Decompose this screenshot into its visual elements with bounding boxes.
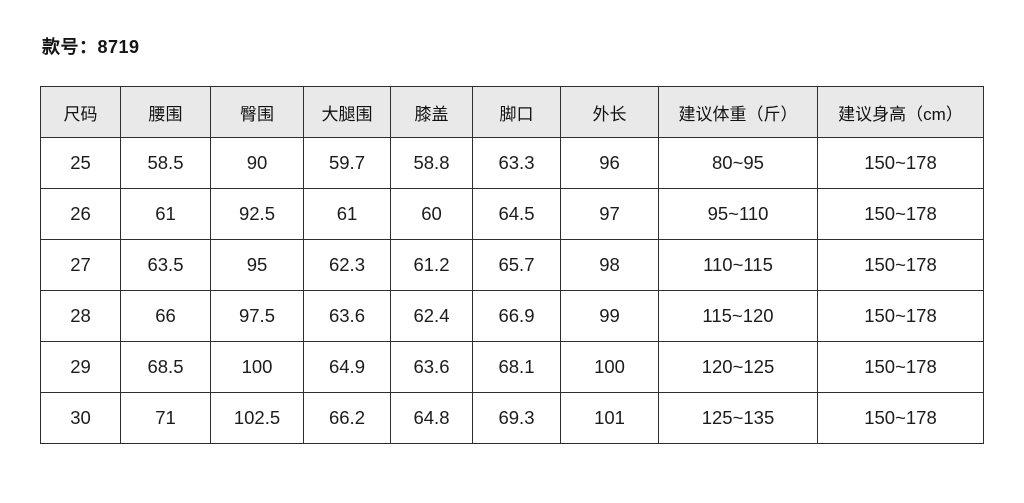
table-cell: 97.5 (210, 290, 304, 342)
table-cell: 63.6 (390, 341, 473, 393)
table-cell: 95 (210, 239, 304, 291)
table-cell: 125~135 (658, 392, 818, 444)
size-chart-table: 尺码 腰围 臀围 大腿围 膝盖 脚口 外长 建议体重（斤） 建议身高（cm） 25 58.5 90 5… (40, 86, 984, 444)
table-cell: 150~178 (817, 188, 984, 240)
table-cell: 29 (40, 341, 121, 393)
column-header: 腰围 (120, 86, 211, 138)
table-cell: 96 (560, 137, 659, 189)
table-cell: 99 (560, 290, 659, 342)
table-cell: 150~178 (817, 137, 984, 189)
column-header: 臀围 (210, 86, 304, 138)
column-header: 建议体重（斤） (658, 86, 818, 138)
page-title: 款号：8719 (42, 37, 140, 57)
table-cell: 27 (40, 239, 121, 291)
column-header: 建议身高（cm） (817, 86, 984, 138)
table-cell: 115~120 (658, 290, 818, 342)
table-cell: 150~178 (817, 290, 984, 342)
table-cell: 110~115 (658, 239, 818, 291)
table-cell: 58.8 (390, 137, 473, 189)
table-cell: 28 (40, 290, 121, 342)
table-cell: 63.5 (120, 239, 211, 291)
table-cell: 120~125 (658, 341, 818, 393)
header-row: 尺码 腰围 臀围 大腿围 膝盖 脚口 外长 建议体重（斤） 建议身高（cm） (40, 86, 984, 138)
column-header: 大腿围 (303, 86, 391, 138)
table-cell: 66.9 (472, 290, 561, 342)
table-cell: 66 (120, 290, 211, 342)
table-cell: 100 (210, 341, 304, 393)
table-cell: 68.5 (120, 341, 211, 393)
column-header: 膝盖 (390, 86, 473, 138)
table-cell: 26 (40, 188, 121, 240)
table-cell: 69.3 (472, 392, 561, 444)
table-cell: 150~178 (817, 239, 984, 291)
table-cell: 66.2 (303, 392, 391, 444)
table-cell: 59.7 (303, 137, 391, 189)
table-cell: 98 (560, 239, 659, 291)
table-cell: 64.9 (303, 341, 391, 393)
table-cell: 64.8 (390, 392, 473, 444)
table-cell: 150~178 (817, 341, 984, 393)
column-header: 外长 (560, 86, 659, 138)
column-header: 尺码 (40, 86, 121, 138)
table-cell: 92.5 (210, 188, 304, 240)
table-cell: 64.5 (472, 188, 561, 240)
table-cell: 80~95 (658, 137, 818, 189)
table-cell: 71 (120, 392, 211, 444)
table-cell: 102.5 (210, 392, 304, 444)
table-cell: 101 (560, 392, 659, 444)
table-cell: 61.2 (390, 239, 473, 291)
table-cell: 65.7 (472, 239, 561, 291)
table-cell: 61 (303, 188, 391, 240)
table-cell: 63.3 (472, 137, 561, 189)
table-cell: 68.1 (472, 341, 561, 393)
table-body: 25 58.5 90 59.7 58.8 63.3 96 80~95 150~178 26 61 92… (40, 137, 984, 444)
table-cell: 58.5 (120, 137, 211, 189)
table-cell: 60 (390, 188, 473, 240)
table-cell: 90 (210, 137, 304, 189)
column-header: 脚口 (472, 86, 561, 138)
table-cell: 62.3 (303, 239, 391, 291)
table-cell: 100 (560, 341, 659, 393)
table-cell: 30 (40, 392, 121, 444)
table-row: 28 66 97.5 63.6 62.4 66.9 99 115~120 150~178 (40, 290, 984, 342)
table-row: 30 71 102.5 66.2 64.8 69.3 101 125~135 150~178 (40, 392, 984, 444)
table-cell: 97 (560, 188, 659, 240)
table-row: 25 58.5 90 59.7 58.8 63.3 96 80~95 150~178 (40, 137, 984, 189)
table-cell: 63.6 (303, 290, 391, 342)
table-cell: 95~110 (658, 188, 818, 240)
table-row: 26 61 92.5 61 60 64.5 97 95~110 150~178 (40, 188, 984, 240)
table-cell: 62.4 (390, 290, 473, 342)
table-cell: 61 (120, 188, 211, 240)
table-cell: 25 (40, 137, 121, 189)
table-row: 27 63.5 95 62.3 61.2 65.7 98 110~115 150~178 (40, 239, 984, 291)
table-cell: 150~178 (817, 392, 984, 444)
table-row: 29 68.5 100 64.9 63.6 68.1 100 120~125 150~178 (40, 341, 984, 393)
